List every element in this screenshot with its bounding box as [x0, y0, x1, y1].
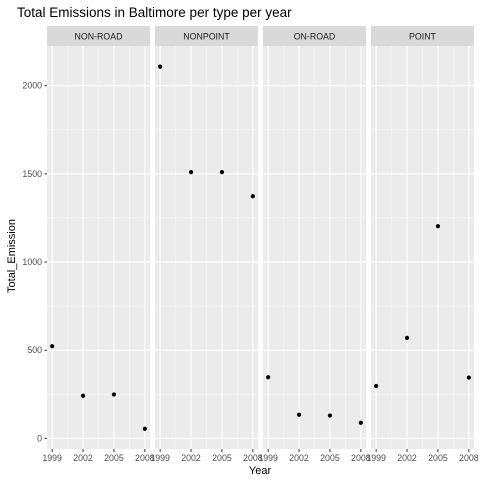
- y-tick-label: 500: [27, 345, 42, 355]
- data-point: [327, 413, 333, 418]
- facet-panel-on-road: ON-ROAD 1999 2002 2005 2008: [258, 26, 371, 463]
- facet-strip: [155, 26, 258, 46]
- x-tick-label: 2008: [459, 453, 479, 463]
- data-point: [219, 170, 225, 175]
- data-point: [158, 64, 163, 69]
- facet-panels: NON-ROAD 1999 2002 2005 2008 NONPOINT 1999 2002…: [42, 26, 479, 463]
- y-tick-label: 1000: [22, 257, 42, 267]
- data-point: [266, 375, 271, 380]
- facet-strip-label: NON-ROAD: [75, 32, 123, 42]
- data-point: [374, 383, 379, 389]
- facet-panel-point: POINT 1999 2002 2005 2008: [366, 26, 479, 463]
- facet-strip: [263, 26, 366, 46]
- x-tick-label: 2005: [320, 453, 340, 463]
- x-tick-label: 2008: [351, 453, 371, 463]
- x-tick-label: 1999: [42, 453, 62, 463]
- x-tick-label: 1999: [366, 453, 386, 463]
- data-point: [80, 393, 86, 398]
- x-tick-label: 2005: [212, 453, 232, 463]
- x-tick-label: 2002: [397, 453, 417, 463]
- x-tick-label: 1999: [150, 453, 170, 463]
- y-tick-label: 2000: [22, 81, 42, 91]
- y-axis-title: Total_Emission: [6, 219, 18, 293]
- facet-strip-label: ON-ROAD: [294, 32, 336, 42]
- facet-panel-nonpoint: NONPOINT 1999 2002 2005 2008: [150, 26, 263, 463]
- data-point: [358, 420, 363, 425]
- data-point: [250, 194, 255, 199]
- x-tick-label: 2005: [428, 453, 448, 463]
- x-axis-title: Year: [249, 465, 272, 477]
- data-point: [296, 412, 302, 417]
- x-tick-label: 2005: [104, 453, 124, 463]
- facet-strip-label: POINT: [409, 32, 437, 42]
- y-tick-label: 1500: [22, 169, 42, 179]
- facet-strip: [47, 26, 150, 46]
- data-point: [188, 170, 194, 175]
- x-tick-label: 2008: [135, 453, 155, 463]
- x-tick-label: 2002: [289, 453, 309, 463]
- y-tick-label: 0: [37, 433, 42, 443]
- data-point: [111, 392, 117, 397]
- facet-strip: [371, 26, 474, 46]
- x-tick-label: 1999: [258, 453, 278, 463]
- data-point: [142, 426, 147, 431]
- facet-strip-label: NONPOINT: [183, 32, 230, 42]
- data-point: [466, 375, 471, 380]
- chart-title: Total Emissions in Baltimore per type pe…: [17, 5, 292, 20]
- data-point: [50, 344, 55, 349]
- facet-panel-non-road: NON-ROAD 1999 2002 2005 2008: [42, 26, 155, 463]
- x-tick-label: 2002: [181, 453, 201, 463]
- x-tick-label: 2008: [243, 453, 263, 463]
- data-point: [404, 335, 410, 340]
- x-tick-label: 2002: [73, 453, 93, 463]
- y-axis: 0 500 1000 1500 2000: [22, 81, 47, 443]
- data-point: [435, 224, 441, 229]
